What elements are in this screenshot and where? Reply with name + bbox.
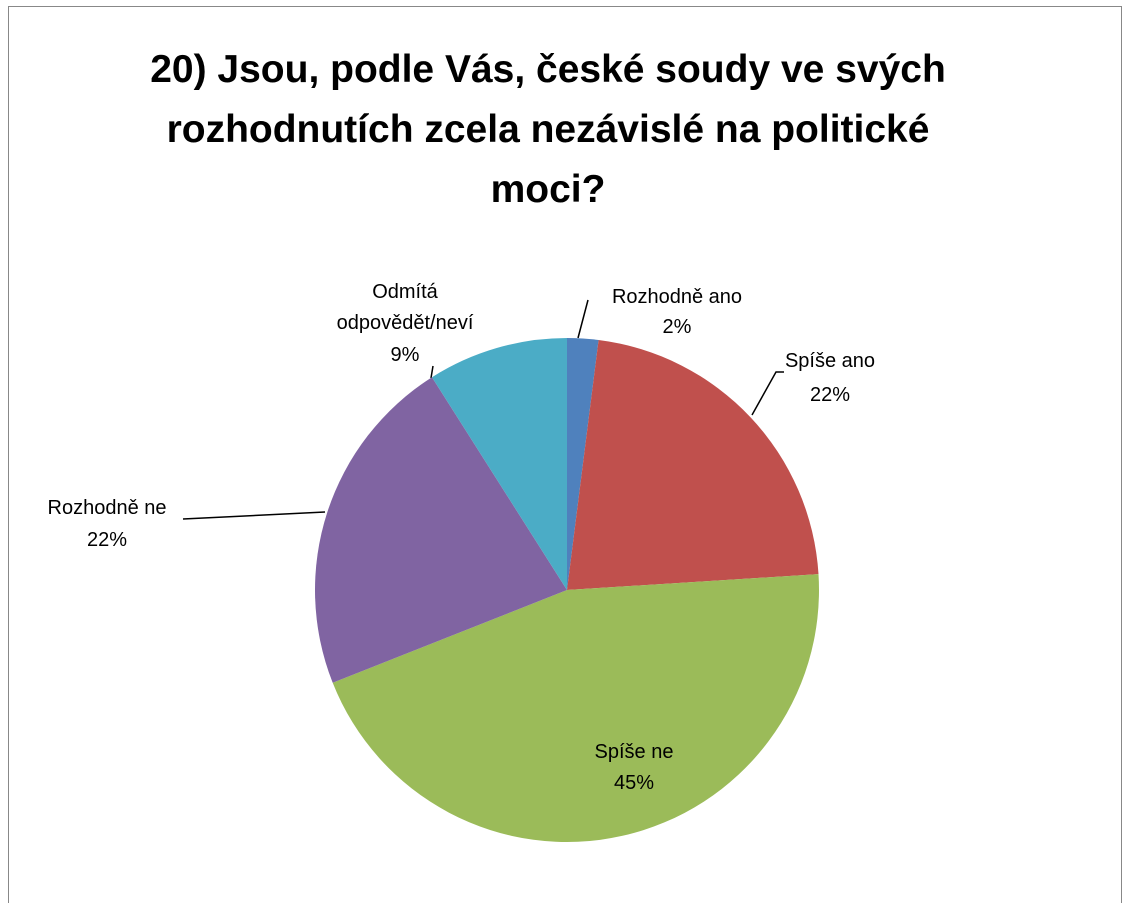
leader-line — [577, 299, 589, 339]
leader-line — [182, 511, 326, 520]
leader-lines — [182, 299, 784, 520]
chart-title: 20) Jsou, podle Vás, české soudy ve svýc… — [150, 48, 946, 211]
pie-slice — [567, 338, 599, 590]
pie-slice — [567, 339, 819, 590]
data-label-value: 2% — [662, 316, 692, 338]
pie-slice — [332, 574, 819, 843]
leader-line — [751, 371, 784, 416]
data-label-value: 22% — [809, 384, 851, 406]
data-label-name: Rozhodně ne — [47, 497, 167, 519]
data-label-name: Odmítá odpovědět/neví — [336, 281, 474, 334]
data-label-value: 22% — [86, 529, 128, 551]
pie-slice — [431, 338, 567, 590]
data-label-value: 9% — [390, 344, 420, 366]
data-label-value: 45% — [613, 772, 655, 794]
data-label-name: Spíše ano — [784, 350, 876, 372]
data-label-name: Rozhodně ano — [611, 286, 743, 308]
data-label-name: Spíše ne — [594, 741, 674, 763]
leader-line — [430, 365, 434, 379]
pie-slice — [315, 377, 567, 683]
chart-border — [8, 6, 1122, 903]
